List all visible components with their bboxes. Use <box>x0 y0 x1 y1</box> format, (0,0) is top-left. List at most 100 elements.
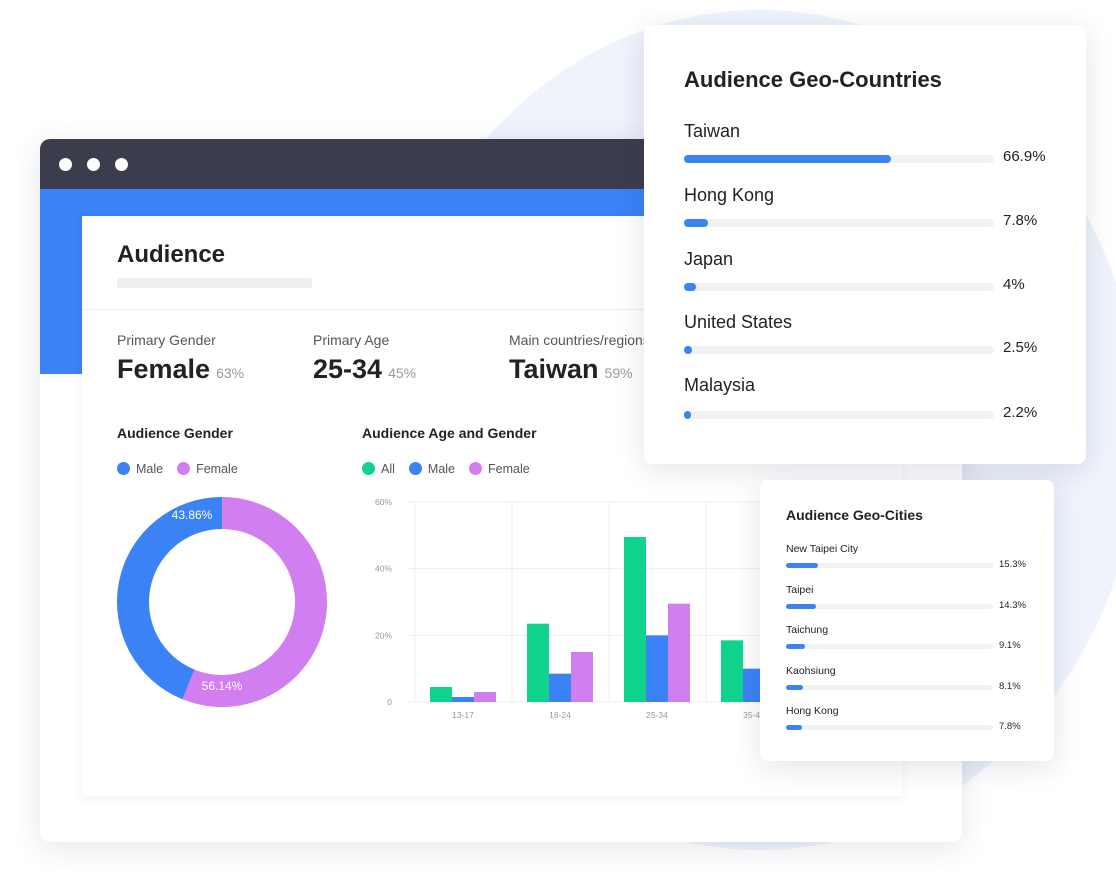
legend-item-female[interactable]: Female <box>177 462 238 476</box>
city-row: Taichung 9.1% <box>786 624 1021 651</box>
country-progress-fill <box>684 411 691 419</box>
legend-item-all[interactable]: All <box>362 462 395 476</box>
legend-item-male[interactable]: Male <box>117 462 163 476</box>
subtitle-placeholder <box>117 278 312 288</box>
country-row: Japan 4% <box>684 249 1025 293</box>
country-row: Malaysia 2.2% <box>684 375 1037 421</box>
city-row: New Taipei City 15.3% <box>786 543 1026 570</box>
gender-legend: Male Female <box>117 462 252 476</box>
y-tick-label: 40% <box>375 564 392 574</box>
geo-cities-card: Audience Geo-Cities New Taipei City 15.3… <box>760 480 1054 761</box>
city-percent: 15.3% <box>999 559 1026 570</box>
country-progress-fill <box>684 283 697 291</box>
city-progress-track <box>786 725 993 730</box>
bar-male-13-17[interactable] <box>452 697 474 702</box>
country-progress-track <box>684 219 994 227</box>
country-name: Japan <box>684 249 734 269</box>
legend-label: Female <box>488 462 530 476</box>
bar-female-25-34[interactable] <box>668 603 690 702</box>
country-row: Taiwan 66.9% <box>684 121 1046 165</box>
bar-all-18-24[interactable] <box>527 623 549 702</box>
stat-label: Main countries/regions <box>509 332 650 348</box>
bar-all-25-34[interactable] <box>624 537 646 702</box>
country-name: Malaysia <box>684 375 756 395</box>
country-percent: 2.2% <box>1003 404 1038 421</box>
stat-primary-age: Primary Age 25-34 45% <box>313 332 416 385</box>
stat-percent: 63% <box>216 365 245 381</box>
geo-countries-title: Audience Geo-Countries <box>684 67 942 92</box>
window-dot <box>59 158 72 171</box>
city-progress-track <box>786 644 993 649</box>
city-progress-fill <box>786 644 805 649</box>
bar-male-18-24[interactable] <box>549 673 571 702</box>
x-tick-label: 18-24 <box>549 710 571 720</box>
city-percent: 7.8% <box>999 721 1021 732</box>
country-progress-track <box>684 283 994 291</box>
city-name: Kaohsiung <box>786 665 836 677</box>
legend-label: Female <box>196 462 238 476</box>
stat-value: Female <box>117 354 211 384</box>
legend-swatch <box>469 462 482 475</box>
legend-item-female[interactable]: Female <box>469 462 530 476</box>
city-progress-fill <box>786 685 803 690</box>
stat-percent: 45% <box>388 365 417 381</box>
city-progress-track <box>786 563 993 568</box>
geo-cities-title: Audience Geo-Cities <box>786 507 923 523</box>
stat-main-region: Main countries/regions Taiwan 59% <box>509 332 650 385</box>
legend-item-male[interactable]: Male <box>408 462 455 476</box>
bar-all-13-17[interactable] <box>430 687 452 702</box>
legend-swatch <box>177 462 191 475</box>
y-tick-label: 0 <box>387 697 392 707</box>
donut-slice-female[interactable] <box>182 497 327 707</box>
bar-all-35-44[interactable] <box>721 640 743 702</box>
legend-swatch <box>117 462 130 475</box>
city-progress-fill <box>786 604 816 609</box>
stat-label: Primary Age <box>313 332 390 348</box>
legend-swatch <box>408 462 422 475</box>
country-percent: 66.9% <box>1003 148 1046 165</box>
city-name: Hong Kong <box>786 705 839 717</box>
gender-chart-title: Audience Gender <box>117 425 233 441</box>
country-percent: 4% <box>1003 276 1025 293</box>
country-percent: 7.8% <box>1003 212 1038 229</box>
country-progress-fill <box>684 219 709 227</box>
country-progress-track <box>684 155 994 163</box>
bar-female-18-24[interactable] <box>571 652 593 702</box>
city-progress-fill <box>786 725 803 730</box>
donut-slice-male[interactable] <box>116 497 222 700</box>
bar-male-35-44[interactable] <box>743 668 765 702</box>
country-progress-track <box>684 411 994 419</box>
donut-data-label: 56.14% <box>202 679 243 693</box>
bar-male-25-34[interactable] <box>646 635 668 702</box>
legend-label: All <box>381 462 395 476</box>
bar-female-13-17[interactable] <box>474 692 496 702</box>
city-name: Taipei <box>786 584 814 596</box>
city-row: Hong Kong 7.8% <box>786 705 1021 732</box>
stat-primary-gender: Primary Gender Female 63% <box>117 332 244 385</box>
x-tick-label: 25-34 <box>646 710 668 720</box>
country-name: United States <box>684 312 793 332</box>
city-row: Kaohsiung 8.1% <box>786 665 1021 692</box>
city-percent: 14.3% <box>999 600 1026 611</box>
stat-value: Taiwan <box>509 354 599 384</box>
y-tick-label: 60% <box>375 497 392 507</box>
legend-swatch <box>362 462 375 475</box>
country-progress-fill <box>684 346 692 354</box>
stat-value: 25-34 <box>313 354 383 384</box>
geo-countries-card: Audience Geo-Countries Taiwan 66.9% Hong… <box>644 25 1086 464</box>
country-row: Hong Kong 7.8% <box>684 185 1037 229</box>
city-percent: 8.1% <box>999 681 1021 692</box>
city-progress-fill <box>786 563 818 568</box>
country-row: United States 2.5% <box>684 312 1037 356</box>
age-gender-chart-title: Audience Age and Gender <box>362 425 537 441</box>
x-tick-label: 35-44 <box>743 710 765 720</box>
country-name: Taiwan <box>684 121 741 141</box>
page-title: Audience <box>117 241 226 268</box>
country-progress-track <box>684 346 994 354</box>
legend-label: Male <box>136 462 164 476</box>
country-name: Hong Kong <box>684 185 775 205</box>
stat-percent: 59% <box>604 365 633 381</box>
divider <box>82 309 902 310</box>
window-dot <box>87 158 100 171</box>
age-gender-legend: All Male Female <box>362 462 544 476</box>
